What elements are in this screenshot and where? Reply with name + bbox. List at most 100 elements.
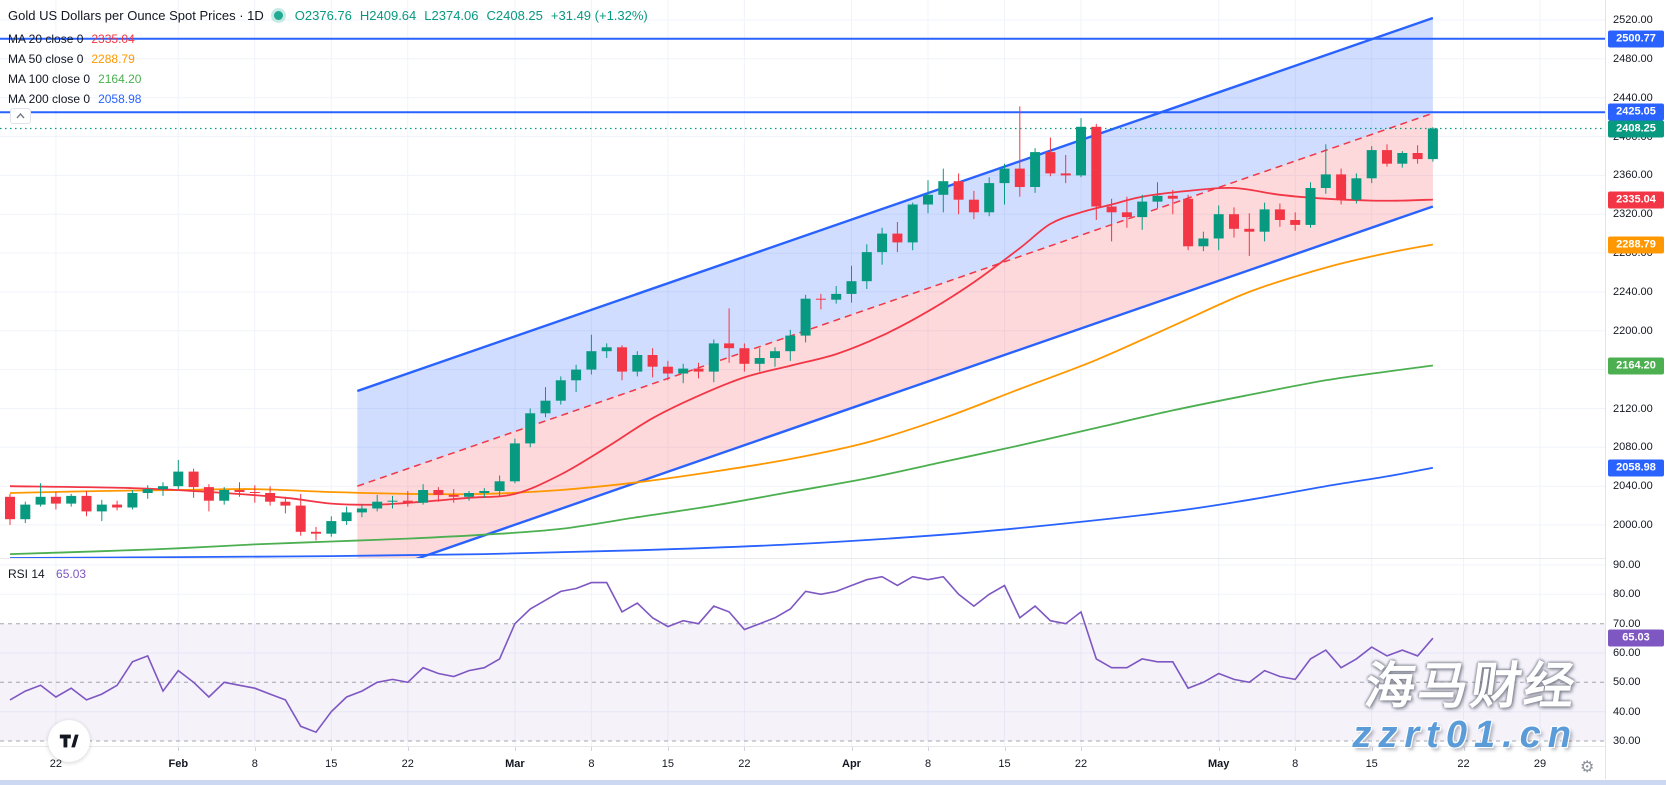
ma-legend-value: 2335.04 [91, 32, 135, 46]
time-tick-label: 15 [1365, 758, 1378, 770]
symbol-title-row[interactable]: Gold US Dollars per Ounce Spot Prices · … [8, 6, 656, 24]
symbol-title: Gold US Dollars per Ounce Spot Prices · … [8, 7, 264, 23]
time-tick-label: 8 [1292, 758, 1299, 770]
rsi-tick-label: 80.00 [1613, 588, 1641, 601]
ohlc-high: H2409.64 [359, 7, 417, 23]
time-tick-label: Mar [505, 758, 525, 770]
bottom-accent-strip [0, 779, 1666, 785]
time-tick-label: 8 [588, 758, 595, 770]
time-tick-mark [1540, 747, 1541, 751]
ma-legend-row[interactable]: MA 200 close 0 2058.98 [8, 89, 656, 109]
rsi-line [9, 575, 1434, 734]
price-tick-label: 2000.00 [1613, 519, 1653, 531]
price-axis-badge: 65.03 [1608, 629, 1664, 647]
rsi-legend[interactable]: RSI 14 65.03 [8, 567, 86, 581]
time-tick-mark [1463, 747, 1465, 751]
price-tick-label: 2040.00 [1613, 480, 1653, 493]
price-axis-badge: 2408.25 [1608, 120, 1664, 137]
ma-legend-label: MA 50 close 0 [8, 52, 84, 66]
price-tick-label: 2440.00 [1613, 91, 1653, 104]
time-tick-mark [667, 747, 669, 751]
price-tick-label: 2320.00 [1613, 208, 1653, 221]
price-tick-label: 2520.00 [1613, 14, 1653, 26]
rsi-tick-label: 40.00 [1613, 705, 1641, 718]
price-tick-label: 2120.00 [1613, 402, 1653, 415]
time-tick-mark [928, 747, 929, 751]
ohlc-low: L2374.06 [424, 7, 479, 23]
ma-legend-value: 2164.20 [98, 72, 142, 86]
price-axis-badge: 2335.04 [1608, 191, 1664, 209]
moving-average-lines [9, 186, 1434, 558]
chevron-up-icon [16, 113, 25, 119]
time-tick-mark [851, 747, 853, 751]
ma20-line [9, 186, 1433, 506]
time-tick-mark [744, 747, 746, 751]
ma-legend-label: MA 200 close 0 [8, 92, 91, 106]
time-tick-label: Feb [168, 758, 189, 770]
price-tick-label: 2080.00 [1613, 441, 1653, 454]
time-tick-mark [591, 747, 593, 751]
time-tick-mark [254, 747, 256, 751]
rsi-tick-label: 30.00 [1613, 735, 1641, 747]
legend-collapse-button[interactable] [10, 108, 31, 124]
time-axis[interactable]: 22 Feb 8 15 22 Mar 8 15 22 Apr 8 15 22 May 8 15 22 29 [0, 746, 1666, 780]
time-tick-label: Apr [842, 758, 861, 770]
price-axis-badge: 2500.77 [1608, 30, 1664, 48]
time-tick-label: 8 [924, 758, 932, 770]
ma-legend-row[interactable]: MA 100 close 0 2164.20 [8, 69, 656, 89]
tradingview-logo-icon [59, 734, 79, 748]
time-tick-label: 15 [661, 758, 675, 770]
vertical-gridlines [55, 0, 1541, 746]
rsi-gridlines [0, 564, 1605, 742]
price-tick-label: 2200.00 [1613, 324, 1653, 337]
price-axis-badge: 2425.05 [1608, 103, 1664, 121]
price-tick-label: 2360.00 [1613, 169, 1653, 182]
time-tick-label: 15 [325, 758, 338, 770]
time-tick-mark [1081, 747, 1082, 751]
rsi-tick-label: 50.00 [1613, 676, 1641, 689]
ma-legend-row[interactable]: MA 50 close 0 2288.79 [8, 49, 656, 69]
legend: Gold US Dollars per Ounce Spot Prices · … [8, 6, 656, 109]
ma-legend: MA 20 close 0 2335.04 MA 50 close 0 2288.79… [8, 29, 656, 109]
price-axis-badge: 2164.20 [1608, 357, 1664, 374]
price-tick-label: 2480.00 [1613, 52, 1653, 65]
time-tick-mark [407, 747, 409, 751]
time-tick-mark [514, 747, 516, 751]
price-tick-label: 2240.00 [1613, 285, 1653, 298]
time-tick-label: 22 [1074, 758, 1088, 770]
tradingview-logo[interactable] [48, 720, 90, 762]
candles-layer [5, 106, 1438, 541]
rsi-tick-label: 90.00 [1613, 559, 1641, 571]
gear-icon[interactable]: ⚙ [1580, 759, 1595, 776]
ma-legend-row[interactable]: MA 20 close 0 2335.04 [8, 29, 656, 49]
rsi-value: 65.03 [56, 567, 87, 581]
ohlc-open: O2376.76 [294, 7, 352, 23]
time-tick-mark [1004, 747, 1006, 751]
time-tick-mark [1295, 747, 1297, 751]
ohlc-close: C2408.25 [486, 7, 543, 23]
time-tick-mark [331, 747, 333, 751]
rsi-tick-label: 70.00 [1613, 617, 1641, 630]
ma50-line [9, 243, 1434, 496]
time-tick-mark [178, 747, 180, 751]
ma-legend-value: 2288.79 [91, 52, 135, 66]
market-status-icon [273, 10, 283, 20]
ma-legend-label: MA 100 close 0 [8, 72, 91, 86]
ma-legend-label: MA 20 close 0 [8, 32, 84, 46]
ohlc-change: +31.49 (+1.32%) [550, 7, 648, 23]
price-axis[interactable]: 2520.002480.002440.002400.002360.002320.… [1605, 0, 1666, 779]
horizontal-price-lines[interactable] [0, 37, 1605, 114]
time-tick-label: 15 [998, 758, 1011, 770]
time-tick-mark [1371, 747, 1373, 751]
time-tick-label: 22 [49, 758, 63, 770]
pane-separator[interactable] [0, 558, 1605, 559]
price-axis-badge: 2288.79 [1608, 236, 1664, 253]
ma-legend-value: 2058.98 [98, 92, 142, 106]
time-tick-label: 22 [738, 758, 751, 770]
time-tick-label: 22 [1457, 758, 1470, 770]
time-tick-label: May [1207, 758, 1230, 770]
rsi-label: RSI 14 [8, 567, 45, 581]
time-tick-label: 8 [251, 758, 258, 770]
